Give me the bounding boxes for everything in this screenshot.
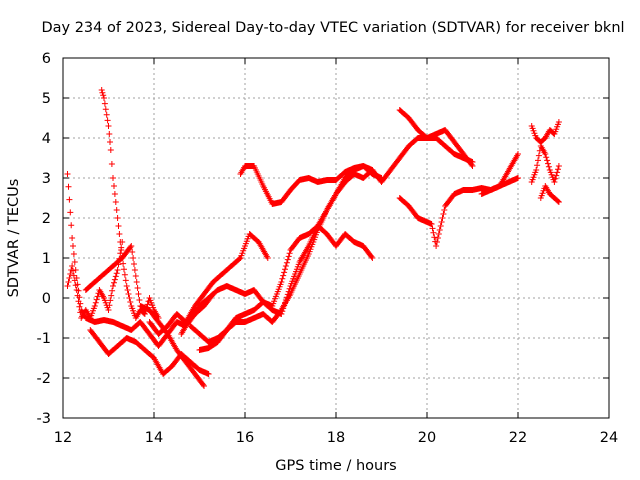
y-axis-label: SDTVAR / TECUs xyxy=(6,179,22,298)
series-markers xyxy=(537,183,562,205)
y-tick-label: -3 xyxy=(37,411,51,427)
axis-ticks xyxy=(62,57,610,419)
x-tick-label: 18 xyxy=(327,430,345,446)
y-tick-label: 4 xyxy=(42,131,51,147)
x-tick-label: 12 xyxy=(54,430,72,446)
x-tick-label: 24 xyxy=(600,430,618,446)
series-trace-11 xyxy=(396,107,476,165)
y-tick-label: 3 xyxy=(42,171,51,187)
series-trace-16 xyxy=(537,183,562,205)
x-tick-label: 14 xyxy=(145,430,163,446)
y-tick-label: -2 xyxy=(37,371,51,387)
series-markers xyxy=(478,151,521,197)
series-trace-15 xyxy=(528,143,562,185)
series-trace-14 xyxy=(528,119,562,145)
series-markers xyxy=(87,327,212,377)
series-markers xyxy=(396,107,476,165)
y-tick-label: 2 xyxy=(42,211,51,227)
y-tick-label: 1 xyxy=(42,251,51,267)
series-trace-13 xyxy=(478,151,521,197)
series-markers xyxy=(64,239,126,321)
series-trace-3 xyxy=(64,239,126,321)
series-markers xyxy=(237,127,476,207)
x-tick-label: 16 xyxy=(236,430,254,446)
series-trace-10 xyxy=(237,127,476,207)
y-tick-label: -1 xyxy=(37,331,51,347)
series-markers xyxy=(528,143,562,185)
y-tick-label: 5 xyxy=(42,91,51,107)
series-trace-9 xyxy=(196,167,376,353)
x-axis-label: GPS time / hours xyxy=(275,458,396,474)
series-markers xyxy=(528,119,562,145)
x-tick-label: 20 xyxy=(418,430,436,446)
chart-title: Day 234 of 2023, Sidereal Day-to-day VTE… xyxy=(41,20,624,36)
series-markers xyxy=(196,167,376,353)
y-tick-label: 0 xyxy=(42,291,51,307)
series-trace-5 xyxy=(87,327,212,377)
data-points xyxy=(64,87,562,389)
y-tick-label: 6 xyxy=(42,51,51,67)
x-tick-label: 22 xyxy=(509,430,527,446)
